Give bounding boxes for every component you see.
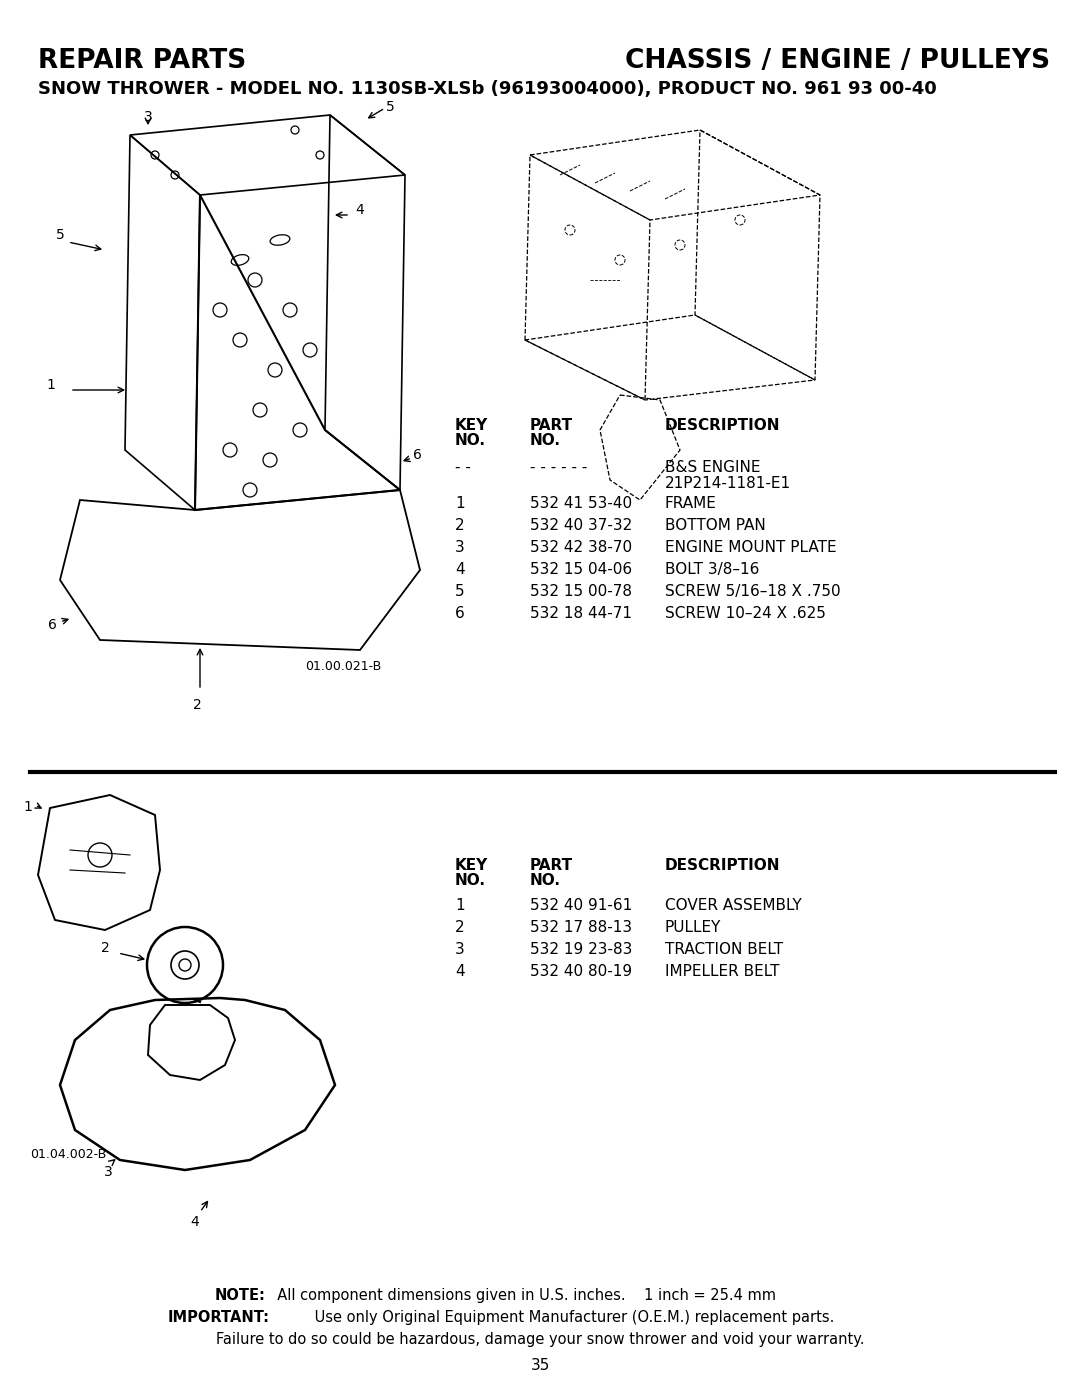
Text: CHASSIS / ENGINE / PULLEYS: CHASSIS / ENGINE / PULLEYS (625, 47, 1050, 74)
Text: NO.: NO. (455, 873, 486, 888)
Text: 532 42 38-70: 532 42 38-70 (530, 541, 632, 555)
Text: B&S ENGINE: B&S ENGINE (665, 460, 760, 475)
Text: 2: 2 (192, 698, 201, 712)
Text: 532 15 04-06: 532 15 04-06 (530, 562, 632, 577)
Text: 1: 1 (46, 379, 55, 393)
Text: PART: PART (530, 418, 573, 433)
Text: SCREW 10–24 X .625: SCREW 10–24 X .625 (665, 606, 826, 622)
Text: NOTE:: NOTE: (215, 1288, 266, 1303)
Text: NO.: NO. (530, 873, 561, 888)
Text: COVER ASSEMBLY: COVER ASSEMBLY (665, 898, 801, 914)
Text: 532 40 37-32: 532 40 37-32 (530, 518, 632, 534)
Text: 532 15 00-78: 532 15 00-78 (530, 584, 632, 599)
Text: - -: - - (455, 460, 471, 475)
Text: BOLT 3/8–16: BOLT 3/8–16 (665, 562, 759, 577)
Text: Failure to do so could be hazardous, damage your snow thrower and void your warr: Failure to do so could be hazardous, dam… (216, 1331, 864, 1347)
Text: 3: 3 (455, 942, 464, 957)
Text: PART: PART (530, 858, 573, 873)
Text: PULLEY: PULLEY (665, 921, 721, 935)
Text: IMPORTANT:: IMPORTANT: (168, 1310, 270, 1324)
Text: 2: 2 (100, 942, 109, 956)
Text: SCREW 5/16–18 X .750: SCREW 5/16–18 X .750 (665, 584, 840, 599)
Text: 5: 5 (386, 101, 394, 115)
Text: ENGINE MOUNT PLATE: ENGINE MOUNT PLATE (665, 541, 837, 555)
Text: 2: 2 (455, 921, 464, 935)
Text: 4: 4 (455, 562, 464, 577)
Text: 21P214-1181-E1: 21P214-1181-E1 (665, 476, 792, 490)
Text: FRAME: FRAME (665, 496, 717, 511)
Text: 35: 35 (530, 1358, 550, 1373)
Text: 532 40 91-61: 532 40 91-61 (530, 898, 632, 914)
Text: 5: 5 (455, 584, 464, 599)
Text: KEY: KEY (455, 858, 488, 873)
Text: 4: 4 (191, 1215, 200, 1229)
Text: 6: 6 (413, 448, 422, 462)
Text: IMPELLER BELT: IMPELLER BELT (665, 964, 780, 979)
Text: 532 18 44-71: 532 18 44-71 (530, 606, 632, 622)
Text: 532 17 88-13: 532 17 88-13 (530, 921, 632, 935)
Text: 3: 3 (144, 110, 152, 124)
Text: DESCRIPTION: DESCRIPTION (665, 858, 781, 873)
Text: TRACTION BELT: TRACTION BELT (665, 942, 783, 957)
Text: - - - - - -: - - - - - - (530, 460, 588, 475)
Text: 6: 6 (48, 617, 56, 631)
Text: 1: 1 (24, 800, 32, 814)
Text: 3: 3 (455, 541, 464, 555)
Text: 532 19 23-83: 532 19 23-83 (530, 942, 633, 957)
Text: DESCRIPTION: DESCRIPTION (665, 418, 781, 433)
Text: 4: 4 (455, 964, 464, 979)
Text: SNOW THROWER - MODEL NO. 1130SB-XLSb (96193004000), PRODUCT NO. 961 93 00-40: SNOW THROWER - MODEL NO. 1130SB-XLSb (96… (38, 80, 936, 98)
Text: All component dimensions given in U.S. inches.    1 inch = 25.4 mm: All component dimensions given in U.S. i… (268, 1288, 777, 1303)
Text: 3: 3 (104, 1165, 112, 1179)
Text: BOTTOM PAN: BOTTOM PAN (665, 518, 766, 534)
Text: REPAIR PARTS: REPAIR PARTS (38, 47, 246, 74)
Text: KEY: KEY (455, 418, 488, 433)
Text: Use only Original Equipment Manufacturer (O.E.M.) replacement parts.: Use only Original Equipment Manufacturer… (310, 1310, 835, 1324)
Text: 1: 1 (455, 496, 464, 511)
Text: 6: 6 (455, 606, 464, 622)
Text: 532 40 80-19: 532 40 80-19 (530, 964, 632, 979)
Text: 532 41 53-40: 532 41 53-40 (530, 496, 632, 511)
Text: 1: 1 (455, 898, 464, 914)
Text: 01.00.021-B: 01.00.021-B (305, 659, 381, 673)
Text: 4: 4 (355, 203, 364, 217)
Text: 5: 5 (56, 228, 65, 242)
Text: 2: 2 (455, 518, 464, 534)
Text: 01.04.002-B: 01.04.002-B (30, 1148, 106, 1161)
Text: NO.: NO. (530, 433, 561, 448)
Text: NO.: NO. (455, 433, 486, 448)
